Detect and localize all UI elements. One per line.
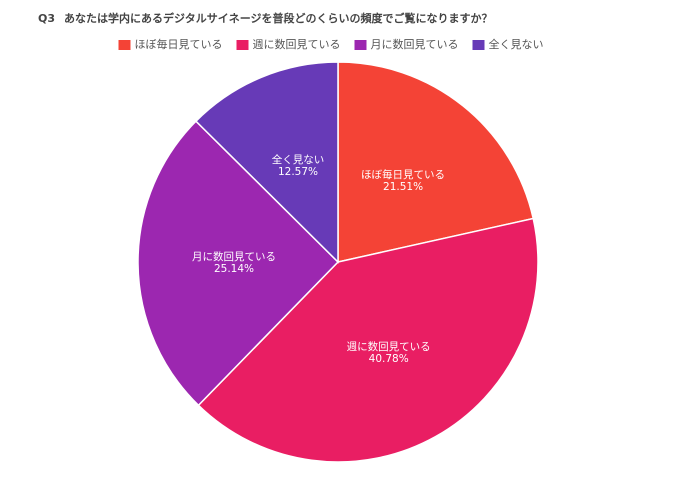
slice-value: 40.78%	[369, 353, 409, 365]
pie-slice	[337, 61, 535, 263]
legend-swatch	[354, 40, 367, 50]
legend-label: 月に数回見ている	[371, 38, 459, 51]
legend: ほぼ毎日見ている 週に数回見ている 月に数回見ている 全く見ない	[118, 37, 544, 51]
slice-category: 全く見ない	[272, 153, 325, 166]
slice-value: 25.14%	[214, 263, 254, 275]
legend-swatch	[118, 40, 131, 50]
legend-swatch	[472, 40, 485, 50]
legend-label: 週に数回見ている	[253, 38, 341, 51]
legend-swatch	[236, 40, 249, 50]
slice-category: 月に数回見ている	[192, 250, 276, 263]
question-number: Q3	[38, 12, 55, 25]
slice-value: 21.51%	[383, 181, 423, 193]
slice-category: 週に数回見ている	[347, 340, 431, 353]
chart-title: あなたは学内にあるデジタルサイネージを普段どのくらいの頻度でご覧になりますか？	[64, 11, 493, 25]
slice-value: 12.57%	[278, 166, 318, 178]
pie-slice	[197, 217, 539, 463]
pie-slice	[137, 120, 340, 407]
pie-slice	[194, 61, 339, 264]
slice-category: ほぼ毎日見ている	[361, 168, 445, 181]
legend-label: 全く見ない	[489, 37, 544, 51]
legend-label: ほぼ毎日見ている	[135, 38, 223, 51]
